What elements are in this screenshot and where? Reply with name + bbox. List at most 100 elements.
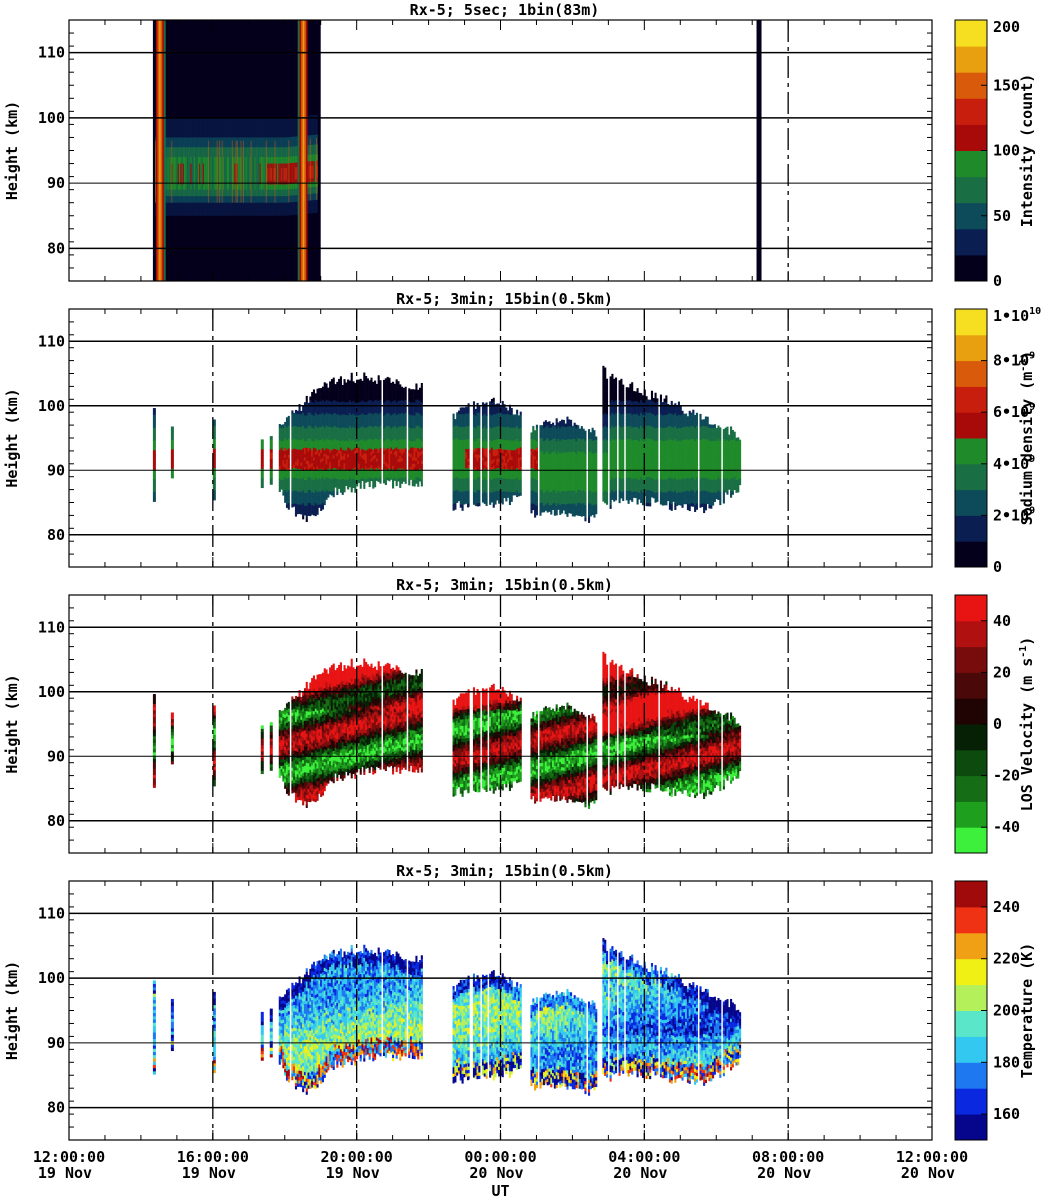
panel-title: Rx-5; 5sec; 1bin(83m)	[410, 1, 600, 19]
colorbar-swatch	[955, 334, 987, 362]
colorbar-label: Temperature (K)	[1018, 943, 1036, 1078]
colorbar-swatch	[955, 228, 987, 256]
colorbar-swatch	[955, 386, 987, 413]
x-tick-time: 04:00:00	[608, 1148, 680, 1166]
colorbar-swatch	[955, 46, 987, 73]
colorbar-tick-label: -20	[993, 767, 1020, 785]
edge-band	[159, 20, 161, 281]
colorbar-3: -40 -20 0 20 40 LOS Velocity (m s-1)	[954, 594, 1036, 854]
colorbar-tick-label: 50	[993, 207, 1011, 225]
colorbar-swatch	[955, 463, 987, 491]
plot-area-3	[152, 651, 742, 809]
edge-band	[155, 20, 158, 281]
colorbar-swatch	[955, 801, 987, 828]
colorbar-swatch	[955, 309, 987, 336]
x-tick-date: 20 Nov	[469, 1164, 523, 1182]
colorbar-swatch	[955, 1062, 987, 1089]
colorbar-swatch	[955, 150, 987, 178]
data-columns	[152, 938, 742, 1096]
y-tick-label: 100	[38, 969, 65, 987]
colorbar-tick-label: 180	[993, 1053, 1020, 1071]
y-tick-label: 110	[38, 904, 65, 922]
y-axis-label: Height (km)	[3, 674, 21, 773]
plot-area-1	[152, 20, 762, 281]
colorbar-2: 0 2•109 4•109 6•109 8•109 1•1010 Sodium densit…	[954, 306, 1041, 576]
edge-band	[297, 20, 300, 281]
panel-title: Rx-5; 3min; 15bin(0.5km)	[396, 862, 613, 880]
colorbar-swatch	[955, 254, 987, 282]
colorbar-swatch	[955, 698, 987, 725]
colorbar-swatch	[955, 412, 987, 439]
plot-area-2	[152, 365, 742, 523]
colorbar-swatch	[955, 595, 987, 622]
colorbar-swatch	[955, 515, 987, 542]
edge-band	[305, 20, 308, 281]
edge-band	[163, 20, 166, 281]
y-tick-label: 90	[47, 747, 65, 765]
colorbar-tick-label: 40	[993, 612, 1011, 630]
colorbar-swatch	[955, 176, 987, 204]
y-tick-label: 90	[47, 461, 65, 479]
edge-band	[162, 20, 165, 281]
edge-band	[160, 20, 163, 281]
colorbar-tick-label: 6•109	[993, 402, 1035, 421]
y-tick-label: 100	[38, 683, 65, 701]
colorbar-swatch	[955, 724, 987, 751]
colorbar-tick-label: 160	[993, 1105, 1020, 1123]
colorbar-swatch	[955, 749, 987, 777]
colorbar-tick-label: 200	[993, 1002, 1020, 1020]
colorbar-swatch	[955, 489, 987, 516]
colorbar-tick-label: 220	[993, 950, 1020, 968]
y-axis-label: Height (km)	[3, 388, 21, 487]
y-tick-label: 100	[38, 109, 65, 127]
y-tick-label: 80	[47, 812, 65, 830]
panel-title: Rx-5; 3min; 15bin(0.5km)	[396, 290, 613, 308]
edge-band	[157, 20, 160, 281]
colorbar-frame	[954, 308, 988, 568]
colorbar-swatch	[955, 958, 987, 986]
colorbar-swatch	[955, 360, 987, 387]
colorbar-swatch	[955, 1036, 987, 1063]
x-tick-time: 20:00:00	[321, 1148, 393, 1166]
colorbar-swatch	[955, 906, 987, 934]
panel-2: 80 90 100 110 Height (km) Rx-5; 3min; 15bin(0…	[3, 290, 933, 568]
colorbar-label: Intensity (count)	[1018, 74, 1036, 228]
x-axis-label: UT	[491, 1182, 509, 1200]
y-tick-label: 110	[38, 44, 65, 62]
x-tick-time: 12:00:00	[33, 1148, 105, 1166]
x-tick-time: 16:00:00	[177, 1148, 249, 1166]
panel-4: 80 90 100 110 Height (km) Rx-5; 3min; 15bin(0…	[3, 862, 933, 1141]
y-tick-label: 80	[47, 526, 65, 544]
intensity-columns	[155, 115, 318, 216]
trailing-column	[756, 20, 762, 281]
colorbar-tick-label: 20	[993, 663, 1011, 681]
colorbar-tick-label: 0	[993, 715, 1002, 733]
edge-band	[304, 20, 306, 281]
x-tick-time: 08:00:00	[752, 1148, 824, 1166]
colorbar-swatch	[955, 541, 987, 568]
x-tick-time: 00:00:00	[464, 1148, 536, 1166]
y-tick-label: 90	[47, 174, 65, 192]
colorbar-swatch	[955, 98, 987, 125]
colorbar-swatch	[955, 1010, 987, 1037]
colorbar-swatch	[955, 124, 987, 151]
y-tick-label: 80	[47, 1099, 65, 1117]
x-tick-date: 20 Nov	[757, 1164, 811, 1182]
colorbar-4: 160 180 200 220 240 Temperature (K)	[954, 880, 1036, 1141]
colorbar-tick-label: 0	[993, 558, 1002, 576]
colorbar-swatch	[955, 672, 987, 699]
data-columns	[152, 651, 742, 809]
panel-title: Rx-5; 3min; 15bin(0.5km)	[396, 576, 613, 594]
y-tick-label: 100	[38, 397, 65, 415]
edge-band	[302, 20, 305, 281]
panel-3: 80 90 100 110 Height (km) Rx-5; 3min; 15bin(0…	[3, 576, 933, 854]
data-gap	[425, 20, 456, 281]
colorbar-tick-label: 200	[993, 18, 1020, 36]
colorbar-label: Sodium density (m-3)	[1018, 351, 1036, 526]
colorbar-tick-label: 8•109	[993, 351, 1035, 370]
colorbar-swatch	[955, 20, 987, 47]
x-tick-time: 12:00:00	[896, 1148, 968, 1166]
colorbar-tick-label: 100	[993, 142, 1020, 160]
